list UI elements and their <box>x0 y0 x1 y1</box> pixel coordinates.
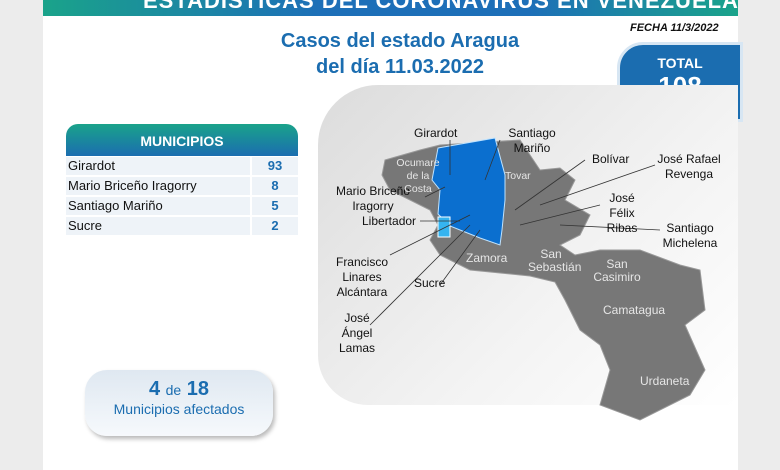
label-francisco-linares-alcantara: Francisco Linares Alcántara <box>335 255 388 299</box>
label-jose-rafael-revenga: José Rafael Revenga <box>657 152 721 181</box>
municipios-table: Girardot 93 Mario Briceño Iragorry 8 Santi… <box>66 157 298 237</box>
label-camatagua: Camatagua <box>603 303 666 317</box>
affected-count: 4 <box>148 378 161 400</box>
row-count: 8 <box>250 177 298 195</box>
label-girardot: Girardot <box>414 126 458 140</box>
leader-lines <box>369 139 661 326</box>
label-santiago-marino: Santiago Mariño <box>508 126 556 155</box>
row-name: Mario Briceño Iragorry <box>68 178 197 193</box>
affected-label: Municipios afectados <box>113 401 245 417</box>
date-label: FECHA 11/3/2022 <box>630 22 719 34</box>
label-tovar: Tovar <box>505 170 531 182</box>
municipios-header: MUNICIPIOS <box>66 124 298 156</box>
row-name: Santiago Mariño <box>68 198 163 213</box>
row-count: 5 <box>250 197 298 215</box>
label-san-sebastian: San Sebastián <box>528 247 582 274</box>
label-mario-briceno-iragorry: Mario Briceño Iragorry <box>335 184 411 213</box>
title-line-2: del día 11.03.2022 <box>316 56 484 78</box>
label-bolivar: Bolívar <box>592 152 630 166</box>
table-row: Mario Briceño Iragorry 8 <box>66 177 298 197</box>
row-count: 93 <box>250 157 298 175</box>
total-label: TOTAL <box>657 55 703 71</box>
label-zamora: Zamora <box>466 251 508 265</box>
affected-municipalities-box: 4 de 18 Municipios afectados <box>85 370 273 436</box>
label-jose-angel-lamas: José Ángel Lamas <box>338 311 376 355</box>
row-name: Sucre <box>68 218 102 233</box>
label-urdaneta: Urdaneta <box>640 374 690 388</box>
table-row: Santiago Mariño 5 <box>66 197 298 217</box>
affected-total: 18 <box>186 378 210 400</box>
label-santiago-michelena: Santiago Michelena <box>662 221 718 250</box>
banner-title: ESTADÍSTICAS DEL CORONAVIRUS EN VENEZUEL… <box>143 0 738 13</box>
row-name: Girardot <box>68 158 115 173</box>
table-row: Girardot 93 <box>66 157 298 177</box>
label-libertador: Libertador <box>362 214 417 228</box>
table-row: Sucre 2 <box>66 217 298 237</box>
label-san-casimiro: San Casimiro <box>593 257 641 284</box>
map-region-affected-light <box>437 216 451 238</box>
label-ocumare: Ocumare de la Costa <box>396 157 440 195</box>
header-banner: ESTADÍSTICAS DEL CORONAVIRUS EN VENEZUEL… <box>43 0 738 16</box>
affected-of: de <box>165 382 182 398</box>
title-line-1: Casos del estado Aragua <box>280 30 520 52</box>
label-sucre: Sucre <box>414 276 446 290</box>
page-title: Casos del estado Aragua del día 11.03.202… <box>240 28 560 80</box>
label-jose-felix-ribas: José Félix Ribas <box>606 191 638 235</box>
row-count: 2 <box>250 217 298 235</box>
